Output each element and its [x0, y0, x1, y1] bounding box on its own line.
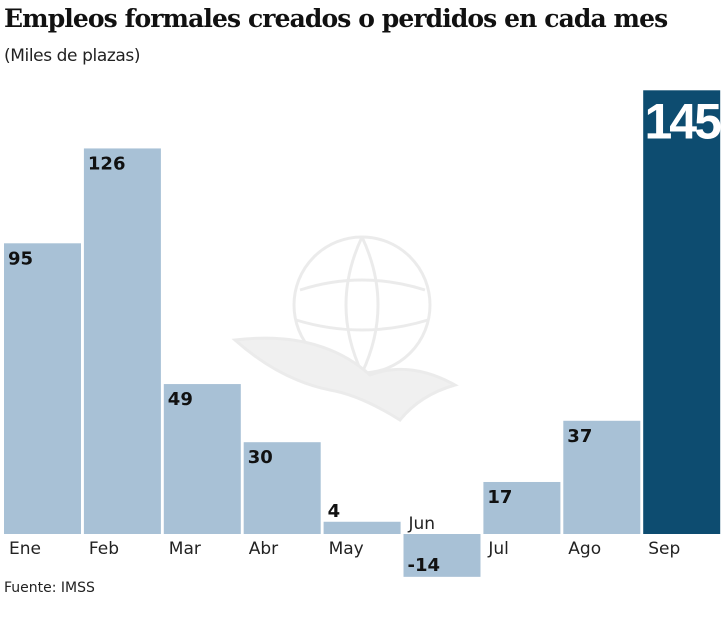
- value-label: 17: [487, 487, 512, 508]
- watermark-logo-icon: [231, 235, 459, 422]
- bar-jul: [483, 481, 561, 534]
- category-label: Sep: [648, 539, 680, 559]
- value-label: 37: [567, 426, 592, 447]
- bar-jun: [403, 534, 481, 577]
- value-label: 145: [644, 93, 721, 149]
- bar-mar: [163, 384, 241, 534]
- bar-abr: [243, 442, 321, 534]
- value-label: 4: [328, 501, 341, 522]
- category-label: Feb: [89, 539, 119, 559]
- bar-may: [323, 521, 401, 534]
- bar-feb: [83, 148, 161, 534]
- bar-ago: [563, 420, 641, 534]
- category-label: Ago: [568, 539, 601, 559]
- bar-ene: [4, 243, 81, 535]
- category-label: Jul: [487, 539, 509, 559]
- value-label: 126: [88, 153, 126, 174]
- category-label: Abr: [249, 539, 278, 559]
- chart-subtitle: (Miles de plazas): [4, 46, 141, 66]
- category-label: Jun: [408, 514, 436, 534]
- source-note: Fuente: IMSS: [4, 580, 95, 596]
- category-label: Ene: [9, 539, 41, 559]
- value-label: 49: [168, 389, 193, 410]
- value-label: 95: [8, 248, 33, 269]
- category-label: May: [329, 539, 364, 559]
- value-label: -14: [408, 555, 441, 576]
- value-label: 30: [248, 447, 273, 468]
- bar-sep: [643, 90, 721, 535]
- chart-title: Empleos formales creados o perdidos en c…: [4, 4, 668, 33]
- category-label: Mar: [169, 539, 201, 559]
